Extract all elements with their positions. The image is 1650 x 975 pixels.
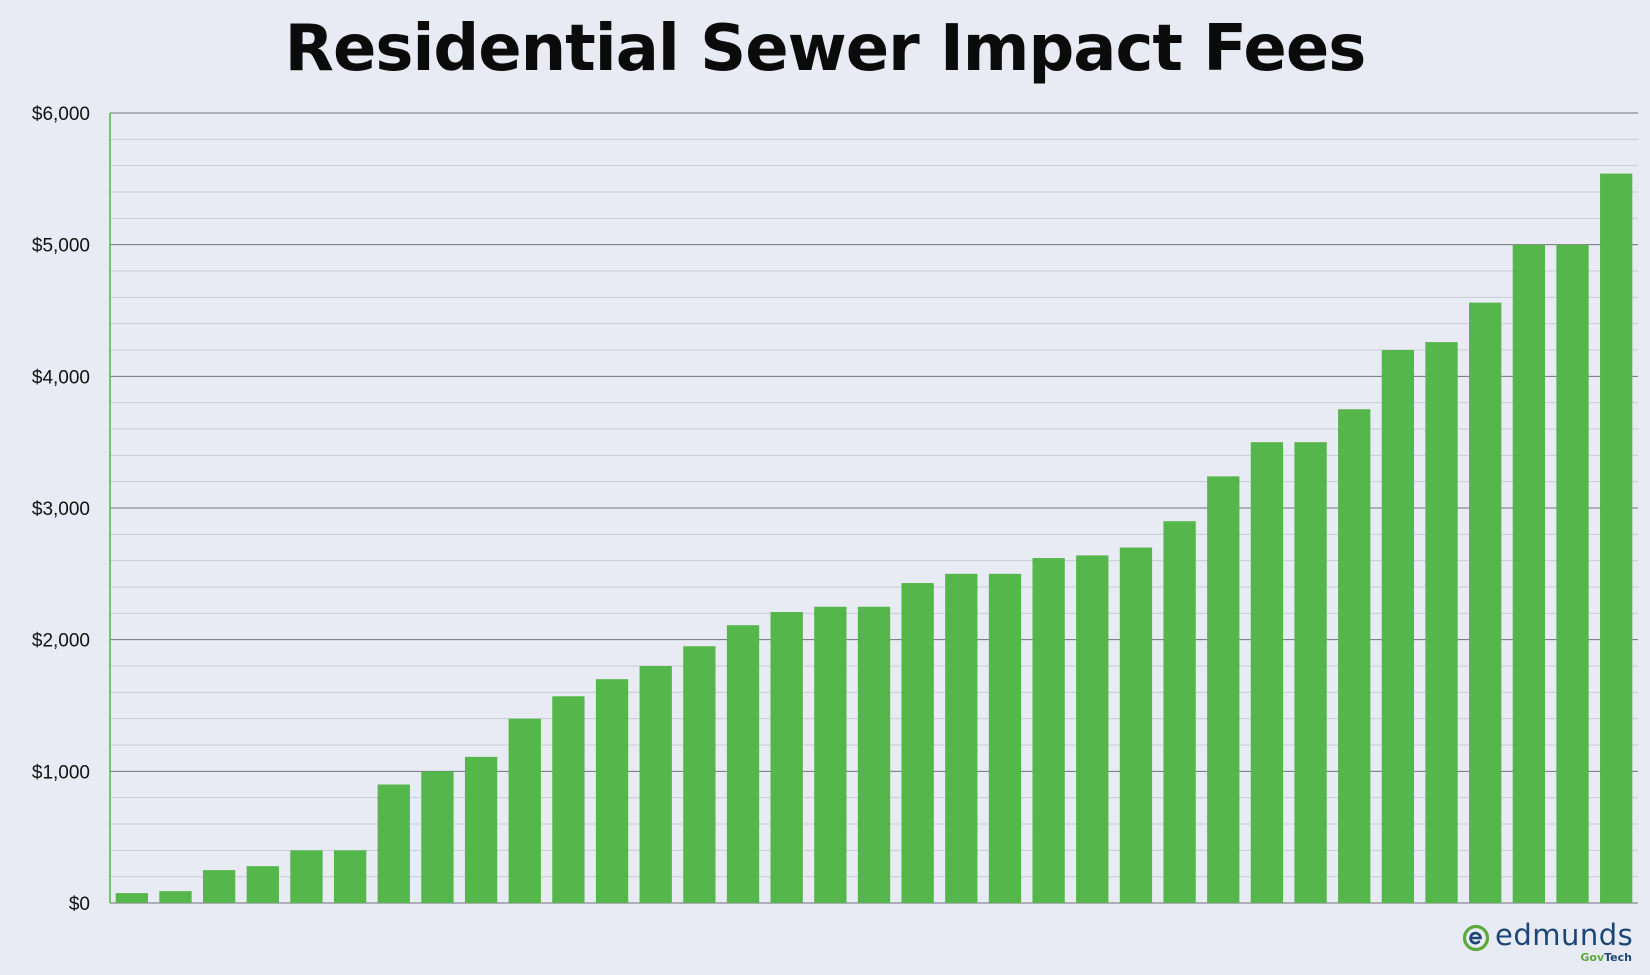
edmunds-logo-icon [1462, 924, 1490, 952]
y-tick-label: $2,000 [32, 631, 90, 652]
chart-title: Residential Sewer Impact Fees [284, 12, 1367, 86]
bar [159, 891, 192, 903]
bar [115, 893, 148, 903]
bar [683, 646, 716, 903]
bar [901, 583, 934, 903]
bar [1600, 173, 1633, 904]
logo-wordmark: edmunds [1495, 918, 1634, 952]
bar [1076, 555, 1109, 903]
y-tick-labels: $0 $1,000 $2,000 $3,000 $4,000 $5,000 $6,000 [32, 104, 90, 915]
bar [290, 850, 323, 903]
bar [1556, 244, 1589, 903]
y-tick-label: $6,000 [32, 104, 90, 125]
bar [1338, 409, 1371, 903]
edmunds-govtech-logo: edmunds GovTech [1462, 918, 1634, 964]
y-tick-label: $3,000 [32, 499, 90, 520]
y-tick-label: $5,000 [32, 236, 90, 257]
bar [1163, 521, 1196, 903]
bar [202, 870, 236, 903]
bar [1032, 558, 1065, 903]
bars [115, 173, 1633, 904]
bar [857, 606, 891, 903]
logo-sub-tech: Tech [1604, 951, 1632, 964]
bar [770, 612, 803, 903]
bar [945, 573, 978, 903]
logo-subtitle: GovTech [1580, 951, 1632, 964]
y-tick-label: $0 [69, 894, 90, 915]
y-tick-label: $1,000 [32, 762, 90, 783]
bar [1294, 442, 1327, 903]
logo-sub-gov: Gov [1580, 951, 1605, 964]
bar [464, 756, 498, 903]
bar [246, 866, 279, 903]
bar [639, 666, 672, 903]
bar [1119, 547, 1153, 903]
bar [726, 625, 760, 903]
bar [814, 606, 847, 903]
bar [421, 771, 454, 903]
bar [1381, 350, 1415, 903]
bar [1250, 442, 1284, 903]
bar [1425, 342, 1458, 904]
bar [377, 784, 410, 903]
y-tick-label: $4,000 [32, 367, 90, 388]
bar [988, 573, 1022, 903]
bar [508, 718, 541, 903]
bar [1512, 244, 1546, 903]
bar [595, 679, 629, 903]
bar [1469, 302, 1502, 904]
bar [1207, 476, 1240, 903]
bar [333, 850, 367, 903]
bar [552, 696, 585, 903]
